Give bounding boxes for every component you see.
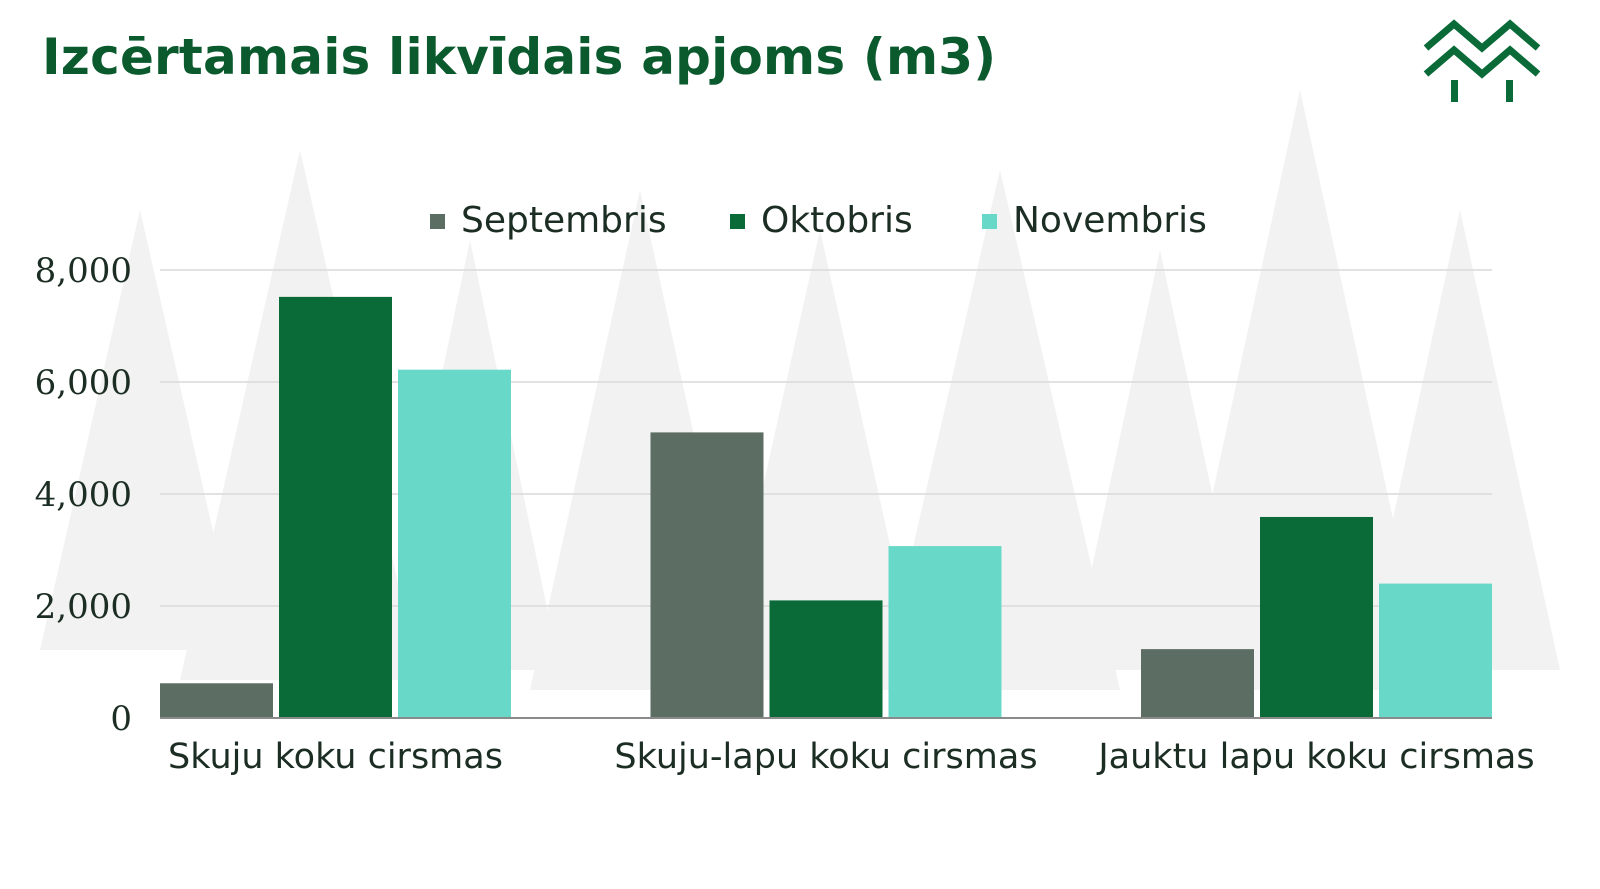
x-tick-label: Skuju koku cirsmas — [168, 737, 503, 777]
x-tick-label: Jauktu lapu koku cirsmas — [1096, 737, 1534, 777]
legend-swatch-oktobris — [730, 214, 745, 229]
bar-septembris-3 — [1141, 649, 1254, 718]
y-tick-label: 2,000 — [35, 587, 132, 627]
bar-septembris-1 — [160, 683, 273, 718]
legend-label: Oktobris — [761, 200, 913, 241]
legend-label: Novembris — [1013, 200, 1207, 241]
y-tick-label: 8,000 — [35, 251, 132, 291]
y-tick-label: 4,000 — [35, 475, 132, 515]
legend-swatch-novembris — [982, 214, 997, 229]
forest-mountain-logo-icon — [1423, 19, 1541, 102]
y-tick-label: 6,000 — [35, 363, 132, 403]
legend-label: Septembris — [461, 200, 667, 241]
bar-oktobris-3 — [1260, 516, 1373, 718]
bar-septembris-2 — [650, 432, 764, 718]
bar-novembris-3 — [1379, 583, 1492, 718]
legend-swatch-septembris — [430, 214, 445, 229]
x-tick-label: Skuju-lapu koku cirsmas — [614, 737, 1037, 777]
page-title: Izcērtamais likvīdais apjoms (m3) — [42, 28, 997, 86]
bar-novembris-2 — [888, 546, 1002, 718]
bar-oktobris-2 — [769, 600, 883, 718]
y-tick-label: 0 — [110, 699, 132, 739]
bar-oktobris-1 — [279, 296, 392, 718]
bar-novembris-1 — [398, 369, 511, 718]
